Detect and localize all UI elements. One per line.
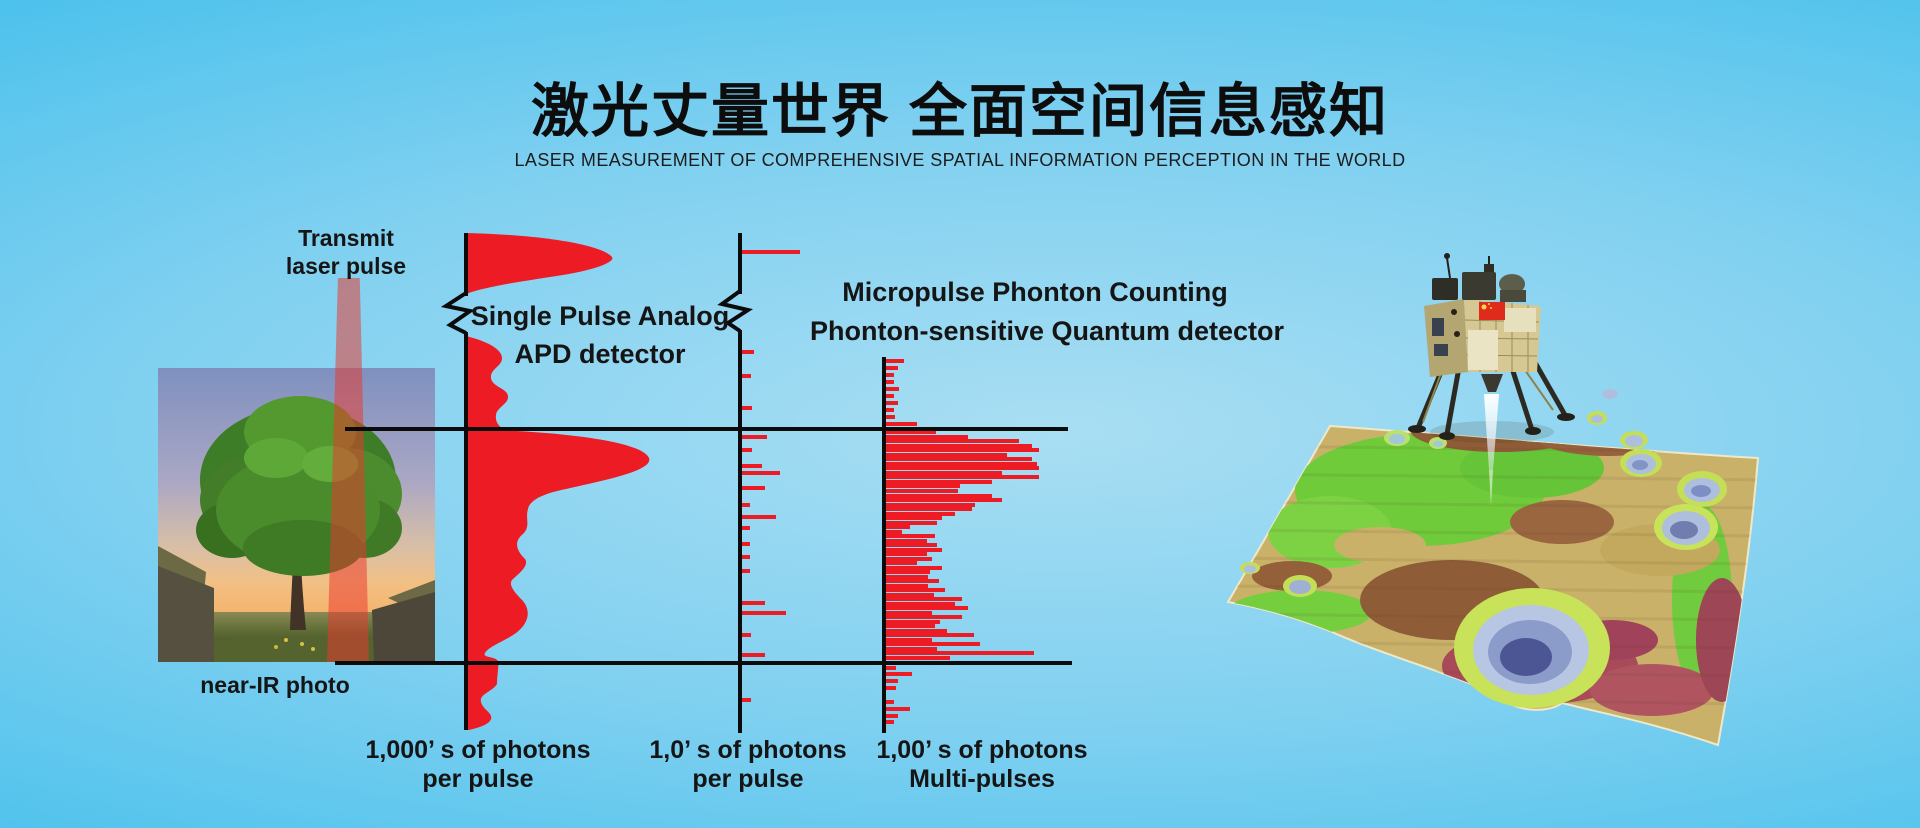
quantum-histogram-bar bbox=[886, 521, 937, 525]
quantum-histogram-bar bbox=[886, 552, 927, 556]
altimeter-laser-beam bbox=[1484, 394, 1499, 470]
quantum-histogram-bar bbox=[886, 462, 1037, 466]
quantum-histogram-bar bbox=[886, 575, 928, 579]
analog-waveform-shape bbox=[466, 233, 613, 294]
quantum-histogram-bar bbox=[886, 394, 894, 398]
quantum-histogram-bar bbox=[886, 512, 955, 516]
quantum-histogram-bar bbox=[886, 570, 930, 574]
quantum-histogram-bar bbox=[886, 566, 942, 570]
photo-flowers bbox=[274, 638, 315, 651]
quantum-histogram-bar bbox=[886, 707, 910, 711]
quantum-histogram-bar bbox=[886, 656, 950, 660]
terrain-scanlines bbox=[1229, 444, 1758, 706]
quantum-histogram-bar bbox=[886, 530, 902, 534]
quantum-histogram-bar bbox=[886, 593, 934, 597]
quantum-histogram-bar bbox=[886, 507, 972, 511]
lander-shadow bbox=[1430, 421, 1554, 443]
quantum-histogram-bar bbox=[886, 638, 932, 642]
photo-left-wall bbox=[158, 566, 214, 662]
lander-feet bbox=[1408, 413, 1575, 440]
quantum-histogram-bar bbox=[886, 624, 935, 628]
quantum-histogram-bar bbox=[886, 466, 1039, 470]
quantum-histogram-bar bbox=[886, 647, 937, 651]
quantum-histogram-bar bbox=[886, 366, 898, 370]
quantum-histogram-bar bbox=[886, 435, 968, 439]
quantum-histogram-bar bbox=[886, 439, 1019, 443]
lander-legs bbox=[1415, 343, 1568, 435]
lander-top-equipment bbox=[1432, 253, 1526, 302]
quantum-histogram-bar bbox=[886, 666, 896, 670]
photon-scale-label: 1,0’ s of photons per pulse bbox=[649, 736, 847, 793]
quantum-histogram-bar bbox=[886, 422, 917, 426]
page-subtitle: LASER MEASUREMENT OF COMPREHENSIVE SPATI… bbox=[514, 150, 1406, 170]
quantum-histogram-bar bbox=[886, 516, 942, 520]
quantum-histogram-bar bbox=[886, 686, 896, 690]
multipulse-scale-label: 1,00’ s of photons Multi-pulses bbox=[876, 736, 1088, 793]
quantum-histogram-bar bbox=[886, 714, 898, 718]
quantum-histogram-bar bbox=[886, 448, 1039, 452]
quantum-histogram-bar bbox=[886, 489, 958, 493]
quantum-histogram-bar bbox=[886, 548, 942, 552]
quantum-histogram-bar bbox=[886, 633, 974, 637]
quantum-histogram-bar bbox=[886, 373, 894, 377]
quantum-histogram-bar bbox=[886, 415, 895, 419]
quantum-histogram-bar bbox=[886, 611, 932, 615]
craters bbox=[1240, 389, 1727, 708]
analog-scale-label: 1,000’ s of photons per pulse bbox=[365, 736, 591, 793]
quantum-histogram-bar bbox=[886, 588, 945, 592]
quantum-detector-label: Micropulse Phonton Counting Phonton-sens… bbox=[810, 277, 1285, 346]
quantum-histogram-bar bbox=[886, 408, 894, 412]
quantum-histogram-bar bbox=[886, 444, 1032, 448]
quantum-histogram-bar bbox=[886, 543, 937, 547]
quantum-histogram-bar bbox=[886, 606, 968, 610]
transmit-laser-pulse-label: Transmit laser pulse bbox=[285, 225, 407, 279]
photo-right-wall bbox=[372, 592, 435, 662]
quantum-histogram-bar bbox=[886, 620, 940, 624]
page-title: 激光丈量世界 全面空间信息感知 bbox=[530, 79, 1390, 144]
quantum-histogram-bar bbox=[886, 475, 1039, 479]
quantum-histogram-bar bbox=[886, 380, 894, 384]
near-ir-photo-label: near-IR photo bbox=[200, 672, 350, 698]
quantum-histogram-bar bbox=[886, 471, 1002, 475]
terrain-model bbox=[1226, 389, 1760, 747]
quantum-histogram-bar bbox=[886, 672, 912, 676]
tree-photo-illustration bbox=[136, 368, 456, 678]
quantum-histogram-bar bbox=[886, 494, 992, 498]
quantum-histogram-bar bbox=[886, 359, 904, 363]
quantum-histogram-bar bbox=[886, 430, 936, 434]
quantum-histogram-bar bbox=[886, 700, 894, 704]
transmit-laser-beam bbox=[327, 278, 369, 662]
quantum-histogram-bar bbox=[886, 579, 939, 583]
quantum-histogram-bar bbox=[886, 457, 1032, 461]
quantum-histogram-bar bbox=[886, 503, 975, 507]
analog-detector-label: Single Pulse Analog APD detector bbox=[470, 301, 730, 369]
quantum-histogram-bar bbox=[886, 480, 992, 484]
quantum-histogram-bar bbox=[886, 679, 898, 683]
quantum-histogram-bar bbox=[886, 561, 917, 565]
quantum-histogram-bar bbox=[886, 453, 1007, 457]
tree-photo bbox=[136, 368, 456, 678]
china-flag bbox=[1479, 302, 1505, 320]
quantum-histogram-bar bbox=[886, 720, 894, 724]
quantum-histogram-bar bbox=[886, 525, 910, 529]
quantum-histogram-bar bbox=[886, 615, 962, 619]
quantum-histogram-bar bbox=[886, 498, 1002, 502]
quantum-histogram-bar bbox=[886, 534, 935, 538]
quantum-histogram-bar bbox=[886, 629, 947, 633]
quantum-histogram-bar bbox=[886, 651, 1034, 655]
quantum-histogram-bar bbox=[886, 539, 927, 543]
quantum-histogram-bar bbox=[886, 557, 932, 561]
quantum-histogram-bar bbox=[886, 642, 980, 646]
analog-waveform-shape bbox=[466, 429, 650, 730]
quantum-histogram-bar bbox=[886, 597, 962, 601]
quantum-histogram-bar bbox=[886, 387, 899, 391]
lander-engine-nozzle bbox=[1481, 374, 1503, 392]
lander-illustration bbox=[1408, 253, 1575, 506]
quantum-histogram-bar bbox=[886, 584, 928, 588]
lander-body bbox=[1424, 299, 1541, 377]
quantum-histogram-bar bbox=[886, 484, 960, 488]
quantum-histogram-bar bbox=[886, 401, 898, 405]
quantum-histogram-bar bbox=[886, 602, 955, 606]
